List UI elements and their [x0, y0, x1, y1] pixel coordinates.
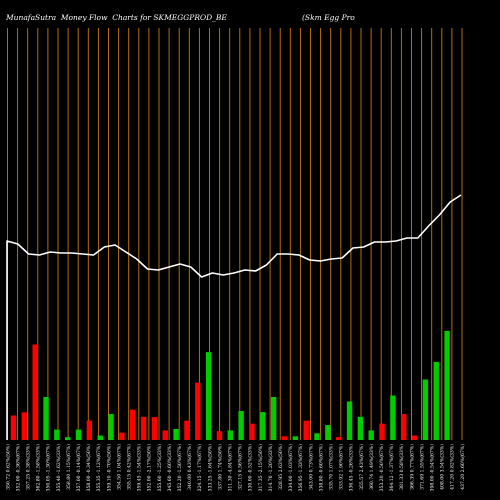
x-tick-label: 311.30 -4.84%(67%)	[227, 444, 234, 492]
x-tick-label: 358.00 -0.34%(50%)	[85, 444, 92, 492]
volume-bar	[292, 436, 299, 440]
x-axis-labels: 350.72 0.62%(50%) 352.00 -0.36%(67%) 357.2…	[4, 444, 466, 492]
volume-bar	[54, 429, 60, 440]
price-line	[6, 194, 462, 440]
x-tick-label: 352.00 -0.36%(67%)	[14, 444, 21, 492]
volume-bar	[303, 420, 309, 440]
x-tick-label: 366.39 0.77%(67%)	[408, 444, 415, 490]
x-tick-label: 353.20 -0.50%(67%)	[378, 444, 385, 492]
volume-bar	[205, 352, 212, 440]
x-tick-label: 337.80 1.74%(50%)	[216, 444, 223, 490]
volume-bar	[336, 437, 342, 440]
volume-bar	[21, 412, 28, 440]
volume-bar	[140, 416, 147, 440]
volume-bar	[97, 435, 103, 440]
volume-bar	[195, 382, 201, 440]
volume-bars	[10, 330, 450, 440]
x-tick-label: 352.00 -2.17%(50%)	[146, 444, 153, 492]
x-tick-label: 381.33 0.58%(33%)	[398, 444, 405, 490]
volume-bar	[379, 423, 385, 440]
x-tick-label: 357.00 -0.14%(67%)	[75, 444, 82, 492]
volume-bar	[422, 379, 429, 440]
x-tick-label: 334.00 -1.03%(67%)	[287, 444, 294, 492]
chart-title: MunafaSutra Money Flow Charts for SKMEGG…	[6, 13, 227, 22]
volume-bar	[151, 417, 158, 440]
x-tick-label: 358.80 1.15%(67%)	[65, 444, 72, 490]
x-tick-label: 314.76 -1.20%(33%)	[267, 444, 274, 492]
x-tick-label: 408.00 3.54%(33%)	[439, 444, 446, 490]
x-tick-label: 343.00 0.73%(67%)	[307, 444, 314, 490]
x-tick-label: 328.95 2.63%(50%)	[277, 444, 284, 490]
volume-bar	[184, 420, 190, 440]
x-tick-label: 355.40 -1.62%(33%)	[55, 444, 62, 492]
x-tick-label: 355.60 -1.25%(33%)	[156, 444, 163, 492]
x-tick-label: 355.35 -1.12%(67%)	[95, 444, 102, 492]
x-tick-label: 340.00 0.43%(67%)	[186, 444, 193, 490]
volume-bar	[130, 409, 136, 440]
x-tick-label: 355.57 2.43%(67%)	[358, 444, 365, 490]
x-tick-label: 350.05 -1.30%(67%)	[45, 444, 52, 492]
x-tick-label: 345.60 -0.60%(33%)	[166, 444, 173, 492]
x-tick-label: 417.20 0.82%(33%)	[449, 444, 456, 490]
x-tick-label: 398.00 -0.54%(67%)	[429, 444, 436, 492]
x-tick-label: 335.70 1.07%(33%)	[328, 444, 335, 490]
volume-bar	[10, 415, 17, 440]
volume-bar	[346, 401, 353, 440]
x-tick-label: 330.00 -0.52%(33%)	[247, 444, 254, 492]
x-tick-label: 360.74 1.49%(33%)	[368, 444, 375, 490]
x-tick-label: 338.80 -0.60%(67%)	[317, 444, 324, 492]
volume-bar	[75, 429, 82, 440]
x-tick-label: 336.45 -0.26%(33%)	[348, 444, 355, 492]
chart-subtitle: (Skm Egg Pro	[302, 13, 355, 22]
x-tick-label: 359.45 -1.54%(33%)	[136, 444, 143, 492]
volume-bar	[65, 437, 71, 440]
volume-bar	[314, 433, 320, 440]
price-line-path	[6, 194, 462, 440]
volume-bar	[43, 396, 49, 440]
x-tick-label: 356.95 -1.33%(67%)	[297, 444, 304, 492]
x-tick-label: 324.15 -1.17%(67%)	[196, 444, 203, 492]
x-tick-label: 317.35 -2.15%(50%)	[257, 444, 264, 492]
volume-bar	[249, 423, 255, 440]
volume-bar	[260, 412, 266, 440]
volume-bar	[86, 420, 93, 440]
volume-bar	[368, 430, 374, 440]
volume-bar	[444, 330, 450, 440]
volume-bar	[238, 411, 244, 440]
grid-lines	[7, 28, 463, 440]
volume-bar	[411, 435, 418, 440]
x-tick-label: 333.92 1.90%(67%)	[338, 444, 345, 490]
volume-bar	[119, 432, 125, 440]
x-tick-label: 355.15 0.42%(67%)	[126, 444, 133, 490]
x-tick-label: 437.20 2.60%(67%)	[459, 444, 466, 490]
volume-bar	[108, 414, 114, 440]
volume-bar	[227, 430, 233, 440]
volume-bar	[401, 414, 407, 440]
volume-bar	[162, 430, 168, 440]
volume-bar	[281, 436, 288, 440]
volume-bar	[216, 431, 223, 440]
x-tick-label: 333.25 -1.64%(50%)	[206, 444, 213, 492]
x-tick-label: 327.15 0.56%(67%)	[237, 444, 244, 490]
volume-bar	[270, 396, 277, 440]
volume-bar	[173, 428, 179, 440]
x-tick-label: 362.80 -1.58%(33%)	[35, 444, 42, 492]
x-tick-label: 352.20 -1.50%(67%)	[176, 444, 183, 492]
x-tick-label: 371.69 1.55%(67%)	[418, 444, 425, 490]
volume-bar	[433, 361, 439, 440]
x-tick-label: 350.72 0.62%(50%)	[4, 444, 11, 490]
volume-bar	[390, 395, 396, 440]
x-tick-label: 354.50 1.04%(67%)	[115, 444, 122, 490]
x-tick-label: 364.12 -1.37%(67%)	[388, 444, 395, 492]
volume-bar	[32, 344, 38, 440]
x-tick-label: 359.10 -0.70%(50%)	[105, 444, 112, 492]
x-tick-label: 357.25 0.38%(33%)	[25, 444, 32, 490]
volume-bar	[325, 425, 331, 440]
volume-bar	[357, 416, 364, 440]
